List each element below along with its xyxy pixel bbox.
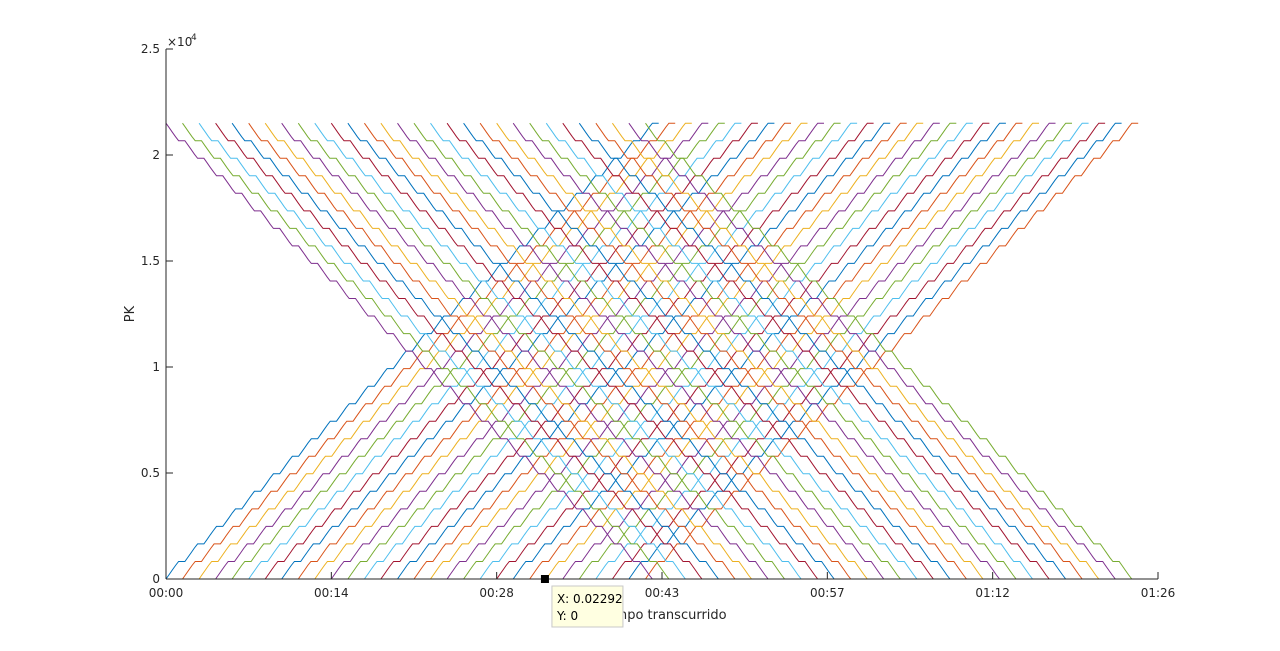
y-tick-label: 2.5 bbox=[141, 42, 160, 56]
x-tick-label: 01:26 bbox=[1141, 586, 1176, 600]
y-tick-label: 1 bbox=[152, 360, 160, 374]
down-series-line bbox=[165, 122, 659, 580]
down-series-line bbox=[347, 122, 841, 580]
y-ticks: 0 0.5 1 1.5 2 2.5 bbox=[141, 42, 173, 586]
down-series-line bbox=[545, 122, 1039, 580]
y-tick-label: 0.5 bbox=[141, 466, 160, 480]
down-series-line bbox=[430, 122, 924, 580]
down-series-line bbox=[281, 122, 775, 580]
y-exponent-base: ×10 bbox=[167, 35, 192, 49]
down-series-line bbox=[628, 122, 1122, 580]
datatip[interactable]: X: 0.02292 Y: 0 bbox=[540, 575, 624, 628]
axes: 00:00 00:14 00:28 00:43 00:57 01:12 01:26 0 0.5… bbox=[123, 33, 1175, 623]
datatip-box bbox=[551, 585, 624, 628]
down-series-line bbox=[463, 122, 957, 580]
down-series-line bbox=[595, 122, 1089, 580]
down-series-line bbox=[363, 122, 858, 580]
down-series-line bbox=[529, 122, 1023, 580]
down-series-line bbox=[182, 122, 676, 580]
down-series-line bbox=[231, 122, 725, 580]
down-series-line bbox=[479, 122, 973, 580]
down-series-line bbox=[512, 122, 1006, 580]
down-series-line bbox=[413, 122, 907, 580]
x-axis-label: Tiempo transcurrido bbox=[594, 608, 726, 623]
y-exponent-power: 4 bbox=[191, 33, 197, 43]
y-tick-label: 0 bbox=[152, 572, 160, 586]
down-series-line bbox=[578, 122, 1072, 580]
down-series-line bbox=[446, 122, 940, 580]
down-series-line bbox=[297, 122, 791, 580]
y-tick-label: 1.5 bbox=[141, 254, 160, 268]
x-ticks: 00:00 00:14 00:28 00:43 00:57 01:12 01:26 bbox=[149, 572, 1176, 600]
datatip-x-label: X: 0.02292 bbox=[557, 592, 623, 606]
down-series-line bbox=[380, 122, 874, 580]
plot-area bbox=[165, 122, 1139, 580]
down-series-line bbox=[314, 122, 808, 580]
down-series-line bbox=[645, 122, 1139, 580]
x-tick-label: 00:43 bbox=[645, 586, 680, 600]
down-series-line bbox=[611, 122, 1106, 580]
down-series-line bbox=[562, 122, 1056, 580]
down-series-line bbox=[397, 122, 891, 580]
x-tick-label: 00:00 bbox=[149, 586, 184, 600]
y-tick-label: 2 bbox=[152, 148, 160, 162]
down-series-line bbox=[198, 122, 692, 580]
down-series-line bbox=[248, 122, 742, 580]
down-series-line bbox=[264, 122, 758, 580]
down-series-line bbox=[215, 122, 709, 580]
x-tick-label: 01:12 bbox=[975, 586, 1010, 600]
x-tick-label: 00:57 bbox=[810, 586, 845, 600]
down-series-line bbox=[330, 122, 824, 580]
down-series-line bbox=[496, 122, 990, 580]
x-tick-label: 00:28 bbox=[479, 586, 514, 600]
x-tick-label: 00:14 bbox=[314, 586, 349, 600]
datatip-marker[interactable] bbox=[540, 575, 549, 583]
y-axis-label: PK bbox=[123, 305, 138, 322]
datatip-y-label: Y: 0 bbox=[556, 609, 578, 623]
